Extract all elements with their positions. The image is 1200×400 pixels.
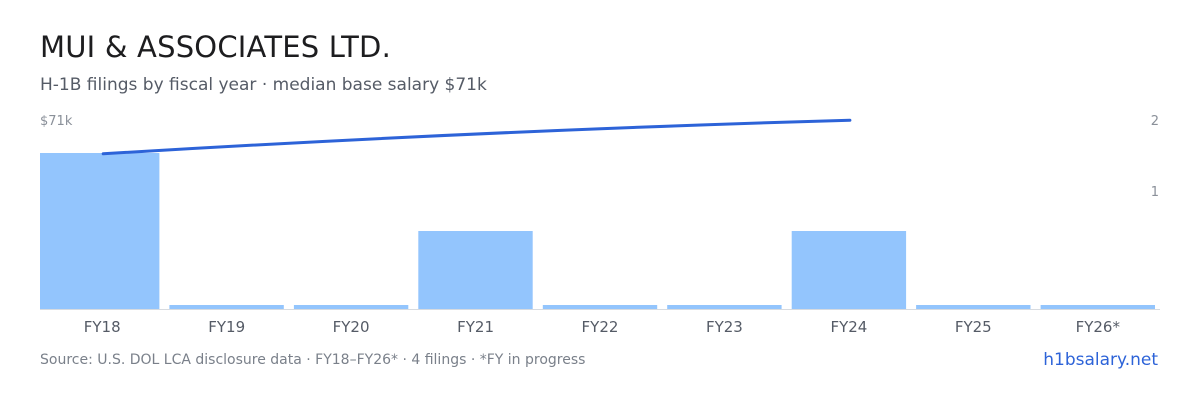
brand-link[interactable]: h1bsalary.net [1043, 350, 1158, 370]
bar-fy25 [916, 305, 1031, 309]
y-axis-ticks: 21 [1151, 114, 1159, 200]
x-tick-label: FY25 [955, 318, 992, 336]
bar-fy20 [293, 305, 409, 309]
bar-fy26 [1040, 305, 1155, 309]
source-note: Source: U.S. DOL LCA disclosure data · F… [40, 352, 586, 368]
salary-trend-line [101, 118, 852, 156]
x-tick-label: FY26* [1076, 318, 1121, 336]
y-right-tick-label: 1 [1151, 185, 1159, 200]
y-left-label: $71k [40, 114, 73, 129]
bar-fy21 [418, 231, 533, 309]
bar-fy24 [791, 231, 907, 309]
chart-title: MUI & ASSOCIATES LTD. [40, 30, 392, 64]
bar-group [40, 153, 1155, 309]
x-tick-label: FY20 [333, 318, 370, 336]
x-tick-label: FY19 [208, 318, 245, 336]
x-tick-label: FY18 [84, 318, 121, 336]
chart-subtitle: H-1B filings by fiscal year · median bas… [40, 75, 487, 95]
x-tick-label: FY23 [706, 318, 743, 336]
x-axis-ticks: FY18 FY19 FY20 FY21 FY22 FY23 FY24 FY25 FY26* [84, 318, 1121, 336]
x-tick-label: FY24 [830, 318, 867, 336]
x-tick-label: FY22 [582, 318, 619, 336]
bar-fy23 [667, 305, 782, 309]
bar-fy22 [542, 305, 658, 309]
y-right-tick-label: 2 [1151, 114, 1159, 129]
bar-fy18 [40, 153, 160, 309]
x-tick-label: FY21 [457, 318, 494, 336]
bar-fy19 [169, 305, 284, 309]
